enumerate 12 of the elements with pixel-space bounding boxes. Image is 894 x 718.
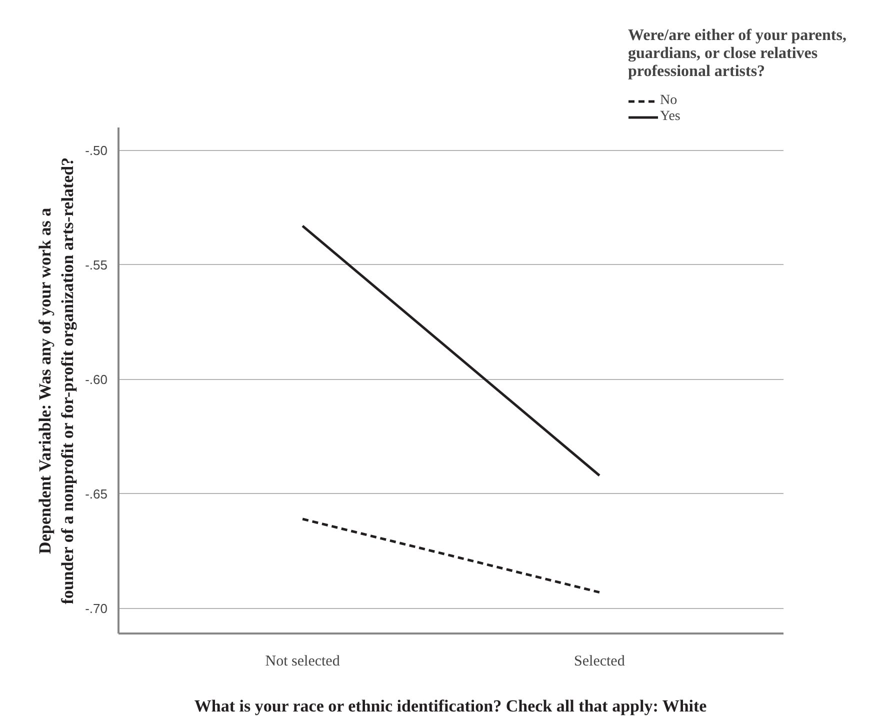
legend-label: Yes <box>660 109 680 125</box>
y-tick-label: -.55 <box>85 257 108 272</box>
x-axis-title: What is your race or ethnic identification? Check all that apply: White <box>194 696 708 716</box>
y-tick-label: -.50 <box>85 142 108 158</box>
y-tick-label: -.60 <box>85 372 108 387</box>
x-tick-label: Not selected <box>265 654 340 670</box>
x-tick-label: Selected <box>574 654 626 670</box>
legend-label: No <box>660 93 678 109</box>
y-axis-title: Dependent Variable: Was any of your work as a founder of a nonprofit or for-profit organization arts-related? <box>35 157 78 604</box>
y-tick-label: -.65 <box>85 486 108 502</box>
y-tick-label: -.70 <box>85 600 108 616</box>
legend-title: Were/are either of your parents, guardians, or close relatives professional artists? <box>628 27 846 81</box>
